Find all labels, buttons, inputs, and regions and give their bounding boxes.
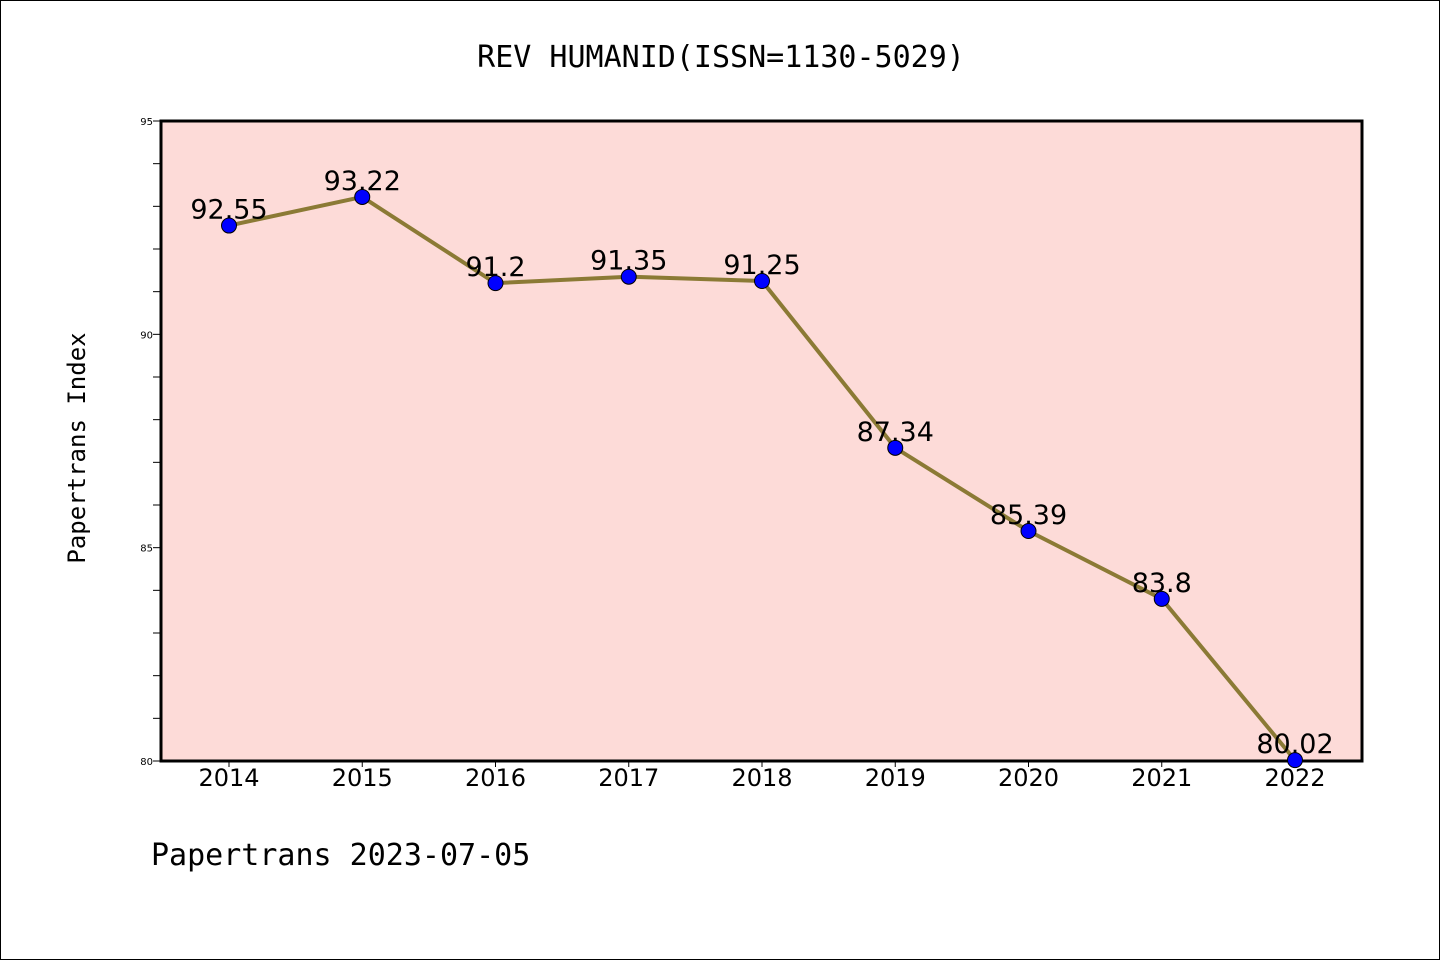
data-point (1020, 523, 1037, 540)
data-point (754, 273, 770, 289)
y-tick-label: 85 (140, 544, 153, 555)
data-label: 92.55 (190, 195, 267, 226)
x-tick-label: 2020 (998, 764, 1059, 792)
x-tick-label: 2019 (865, 764, 926, 792)
data-point (620, 268, 637, 285)
data-point (1287, 752, 1303, 769)
data-label: 80.02 (1256, 729, 1333, 760)
x-tick-label: 2016 (465, 764, 526, 792)
x-tick-label: 2018 (731, 764, 792, 792)
x-axis-ticks: 2014 2015 2016 2017 2018 2019 2020 2021 2022 (198, 761, 1326, 792)
y-tick-label: 90 (140, 330, 153, 341)
data-label: 93.22 (324, 166, 401, 197)
plot-area (159, 119, 1364, 763)
data-point (487, 275, 504, 292)
data-point (887, 439, 904, 456)
x-tick-label: 2022 (1264, 764, 1325, 792)
x-tick-label: 2021 (1131, 764, 1192, 792)
y-tick-label: 80 (140, 757, 153, 768)
data-point (1153, 590, 1170, 607)
data-label: 87.34 (857, 417, 934, 448)
data-label: 91.35 (590, 246, 667, 277)
y-tick-label: 95 (140, 117, 153, 128)
data-label: 83.8 (1132, 568, 1192, 599)
series-layer: 92.55 93.22 91.2 91.35 91.25 87.34 85.39 83.8 80… (190, 166, 1334, 769)
data-label: 91.2 (465, 252, 525, 283)
x-tick-label: 2014 (198, 764, 259, 792)
data-point (221, 217, 237, 234)
data-label: 85.39 (990, 500, 1067, 531)
chart-title: REV HUMANID(ISSN=1130-5029) (477, 40, 965, 75)
data-label: 91.25 (723, 250, 800, 281)
y-axis-ticks: 80 85 90 95 (140, 117, 161, 768)
footer-credit: Papertrans 2023-07-05 (151, 838, 530, 873)
x-tick-label: 2015 (332, 764, 393, 792)
y-axis-label: Papertrans Index (63, 332, 91, 563)
data-point (354, 188, 371, 205)
x-tick-label: 2017 (598, 764, 659, 792)
